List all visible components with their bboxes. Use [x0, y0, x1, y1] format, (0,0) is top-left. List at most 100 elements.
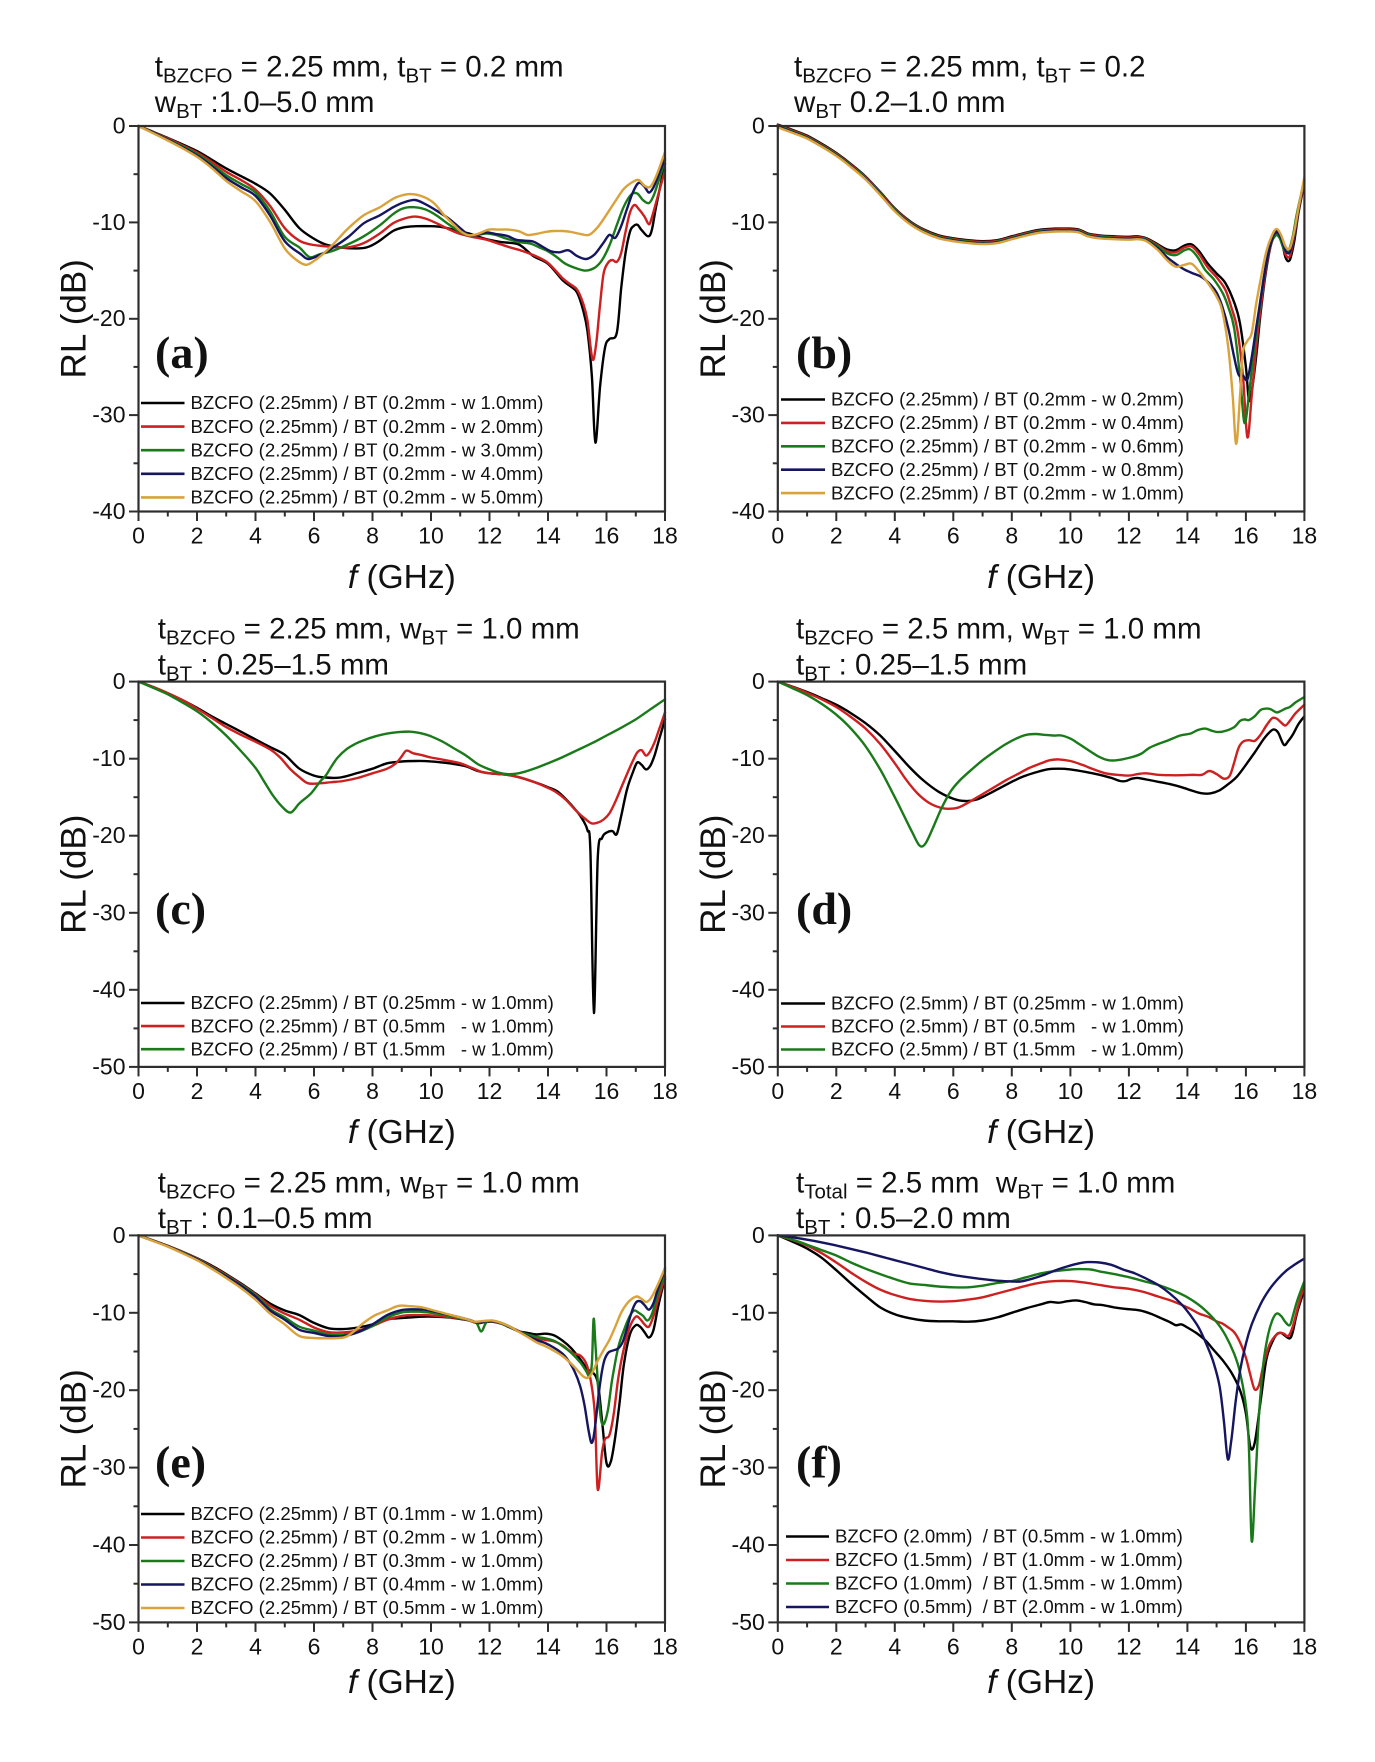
svg-text:14: 14: [1175, 523, 1201, 549]
svg-text:16: 16: [1233, 1633, 1259, 1659]
svg-text:-10: -10: [92, 745, 125, 771]
svg-text:14: 14: [1175, 1078, 1201, 1104]
svg-text:-10: -10: [92, 209, 125, 235]
svg-text:-10: -10: [732, 209, 765, 235]
svg-text:BZCFO (2.25mm) / BT (0.2mm - w: BZCFO (2.25mm) / BT (0.2mm - w 1.0mm): [831, 482, 1184, 503]
svg-text:BZCFO (2.25mm) / BT (0.2mm - w: BZCFO (2.25mm) / BT (0.2mm - w 5.0mm): [191, 487, 544, 508]
svg-text:f (GHz): f (GHz): [987, 559, 1095, 596]
svg-text:BZCFO (2.25mm) / BT (0.2mm - w: BZCFO (2.25mm) / BT (0.2mm - w 3.0mm): [191, 439, 544, 460]
svg-text:tBZCFO = 2.25 mm, tBT = 0.2 mm: tBZCFO = 2.25 mm, tBT = 0.2 mm: [155, 50, 564, 87]
svg-text:0: 0: [771, 1078, 784, 1104]
svg-text:BZCFO (2.5mm) / BT (0.25mm - w: BZCFO (2.5mm) / BT (0.25mm - w 1.0mm): [831, 993, 1184, 1014]
svg-text:-20: -20: [92, 822, 125, 848]
svg-text:-20: -20: [732, 305, 765, 331]
svg-text:0: 0: [752, 668, 765, 694]
svg-text:BZCFO (1.5mm) / BT (1.0mm - w: BZCFO (1.5mm) / BT (1.0mm - w 1.0mm): [835, 1549, 1183, 1570]
svg-text:-50: -50: [732, 1053, 765, 1079]
svg-text:12: 12: [477, 523, 503, 549]
svg-text:-40: -40: [92, 1532, 125, 1558]
svg-text:10: 10: [1058, 523, 1084, 549]
svg-text:12: 12: [477, 1078, 503, 1104]
svg-text:tBT : 0.5–2.0 mm: tBT : 0.5–2.0 mm: [796, 1202, 1011, 1239]
svg-text:RL (dB): RL (dB): [694, 815, 733, 934]
svg-text:-40: -40: [732, 976, 765, 1002]
svg-text:tBT : 0.1–0.5 mm: tBT : 0.1–0.5 mm: [158, 1202, 373, 1239]
svg-text:0: 0: [132, 1633, 145, 1659]
svg-text:RL (dB): RL (dB): [694, 259, 733, 378]
svg-text:0: 0: [132, 1078, 145, 1104]
svg-text:2: 2: [191, 523, 204, 549]
svg-text:-10: -10: [732, 1299, 765, 1325]
svg-text:BZCFO (2.25mm) / BT (0.4mm - w: BZCFO (2.25mm) / BT (0.4mm - w 1.0mm): [191, 1574, 544, 1595]
svg-text:tBZCFO = 2.25 mm, tBT = 0.2: tBZCFO = 2.25 mm, tBT = 0.2: [794, 50, 1145, 87]
svg-text:RL (dB): RL (dB): [694, 1369, 733, 1488]
svg-text:4: 4: [888, 523, 901, 549]
svg-text:BZCFO (2.25mm) / BT (0.2mm - w: BZCFO (2.25mm) / BT (0.2mm - w 0.8mm): [831, 459, 1184, 480]
svg-text:-20: -20: [92, 305, 125, 331]
svg-text:BZCFO (2.0mm) / BT (0.5mm - w: BZCFO (2.0mm) / BT (0.5mm - w 1.0mm): [835, 1526, 1183, 1547]
svg-text:-50: -50: [732, 1609, 765, 1635]
svg-text:4: 4: [249, 1633, 262, 1659]
svg-text:f (GHz): f (GHz): [348, 1664, 456, 1701]
svg-text:-30: -30: [92, 402, 125, 428]
svg-text:(b): (b): [796, 327, 852, 378]
svg-text:BZCFO (2.5mm) / BT (0.5mm -: BZCFO (2.5mm) / BT (0.5mm - w 1.0mm): [831, 1016, 1184, 1037]
svg-text:12: 12: [1116, 1078, 1142, 1104]
svg-text:6: 6: [308, 523, 321, 549]
svg-text:2: 2: [830, 1633, 843, 1659]
svg-text:16: 16: [1233, 1078, 1259, 1104]
svg-text:RL (dB): RL (dB): [55, 1369, 94, 1488]
svg-text:16: 16: [594, 1633, 620, 1659]
svg-text:14: 14: [1175, 1633, 1201, 1659]
svg-text:2: 2: [830, 1078, 843, 1104]
svg-text:18: 18: [1292, 1633, 1318, 1659]
svg-text:BZCFO (0.5mm) / BT (2.0mm - w: BZCFO (0.5mm) / BT (2.0mm - w 1.0mm): [835, 1596, 1183, 1617]
svg-text:4: 4: [249, 1078, 262, 1104]
svg-text:-10: -10: [732, 745, 765, 771]
svg-text:f (GHz): f (GHz): [987, 1114, 1095, 1151]
svg-text:-10: -10: [92, 1299, 125, 1325]
svg-text:f (GHz): f (GHz): [348, 1114, 456, 1151]
svg-text:16: 16: [1233, 523, 1259, 549]
svg-text:BZCFO (2.25mm) / BT (0.5mm - w: BZCFO (2.25mm) / BT (0.5mm - w 1.0mm): [191, 1597, 544, 1618]
svg-text:0: 0: [113, 113, 126, 139]
svg-text:6: 6: [308, 1078, 321, 1104]
svg-text:-30: -30: [732, 1454, 765, 1480]
svg-text:10: 10: [1058, 1633, 1084, 1659]
svg-text:8: 8: [366, 1078, 379, 1104]
svg-text:12: 12: [1116, 523, 1142, 549]
svg-text:0: 0: [771, 1633, 784, 1659]
svg-text:BZCFO (2.25mm) / BT (0.5mm -: BZCFO (2.25mm) / BT (0.5mm - w 1.0mm): [191, 1015, 554, 1036]
svg-text:10: 10: [418, 1633, 444, 1659]
svg-text:tBZCFO = 2.25 mm, wBT = 1.0 mm: tBZCFO = 2.25 mm, wBT = 1.0 mm: [158, 613, 580, 650]
svg-text:6: 6: [947, 523, 960, 549]
svg-text:BZCFO (2.25mm) / BT (0.2mm - w: BZCFO (2.25mm) / BT (0.2mm - w 0.2mm): [831, 389, 1184, 410]
svg-text:6: 6: [308, 1633, 321, 1659]
svg-text:2: 2: [191, 1078, 204, 1104]
svg-text:-30: -30: [732, 402, 765, 428]
svg-text:18: 18: [652, 523, 678, 549]
svg-text:14: 14: [535, 1633, 561, 1659]
svg-text:-40: -40: [732, 1532, 765, 1558]
svg-text:tBT : 0.25–1.5 mm: tBT : 0.25–1.5 mm: [796, 648, 1027, 685]
svg-text:2: 2: [830, 523, 843, 549]
svg-text:-40: -40: [732, 498, 765, 524]
svg-text:18: 18: [1292, 523, 1318, 549]
svg-text:RL (dB): RL (dB): [55, 815, 94, 934]
svg-text:wBT :1.0–5.0 mm: wBT :1.0–5.0 mm: [154, 86, 375, 123]
svg-text:BZCFO (2.25mm) / BT (0.2mm - w: BZCFO (2.25mm) / BT (0.2mm - w 1.0mm): [191, 1527, 544, 1548]
svg-text:-30: -30: [732, 899, 765, 925]
svg-text:BZCFO (2.25mm) / BT (1.5mm -: BZCFO (2.25mm) / BT (1.5mm - w 1.0mm): [191, 1038, 554, 1059]
svg-text:18: 18: [652, 1633, 678, 1659]
svg-text:-20: -20: [732, 1377, 765, 1403]
svg-text:10: 10: [418, 1078, 444, 1104]
svg-text:-20: -20: [92, 1377, 125, 1403]
svg-text:8: 8: [1005, 1633, 1018, 1659]
svg-text:12: 12: [477, 1633, 503, 1659]
svg-text:4: 4: [249, 523, 262, 549]
svg-text:16: 16: [594, 1078, 620, 1104]
svg-text:BZCFO (2.25mm) / BT (0.2mm - w: BZCFO (2.25mm) / BT (0.2mm - w 0.4mm): [831, 412, 1184, 433]
svg-text:14: 14: [535, 523, 561, 549]
svg-text:12: 12: [1116, 1633, 1142, 1659]
svg-text:(c): (c): [155, 883, 206, 934]
